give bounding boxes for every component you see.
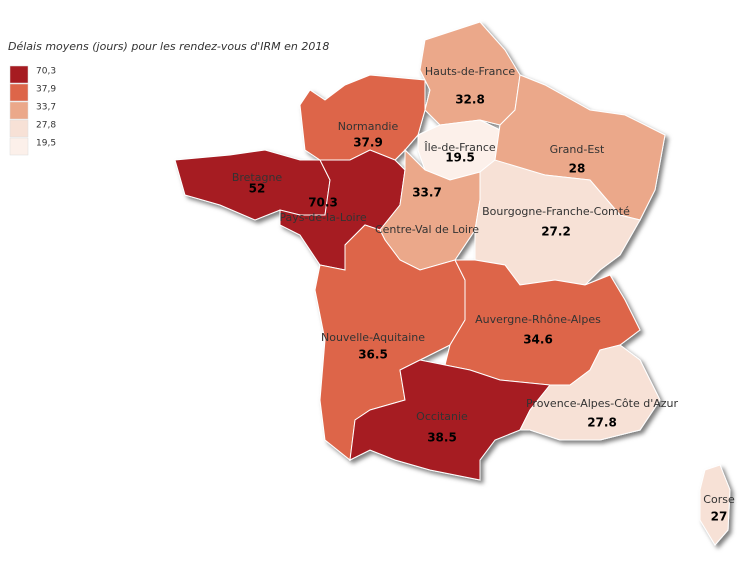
region-name: Bretagne — [232, 171, 283, 184]
region — [699, 464, 731, 546]
legend-label: 37,9 — [36, 85, 56, 95]
region-value: 27 — [711, 510, 728, 524]
region-name: Centre-Val de Loire — [375, 223, 479, 236]
region-value: 32.8 — [455, 93, 485, 107]
region-value: 28 — [569, 162, 586, 176]
region — [349, 359, 551, 481]
legend-swatch — [9, 65, 29, 84]
regions — [174, 21, 731, 546]
region-value: 19.5 — [445, 151, 475, 165]
region-name: Île-de-France — [423, 141, 496, 154]
legend-label: 33,7 — [36, 103, 56, 113]
region-value: 37.9 — [353, 136, 383, 150]
region-name: Occitanie — [416, 410, 468, 423]
legend-swatch — [9, 119, 29, 138]
region-value: 27.2 — [541, 225, 571, 239]
region-value: 36.5 — [358, 348, 388, 362]
region — [474, 159, 641, 286]
labels: Hauts-de-France 32.8 Normandie 37.9 Île-de-F… — [232, 65, 735, 524]
region-name: Corse — [703, 493, 735, 506]
region-name: Normandie — [338, 120, 399, 133]
region-value: 38.5 — [427, 431, 457, 445]
region-name: Provence-Alpes-Côte d'Azur — [526, 397, 679, 410]
region-name: Hauts-de-France — [425, 65, 516, 78]
legend-swatch — [9, 101, 29, 120]
region-value: 27.8 — [587, 416, 617, 430]
legend-swatch — [9, 137, 29, 156]
region — [519, 344, 661, 441]
legend-swatch — [9, 83, 29, 102]
region-value: 34.6 — [523, 333, 553, 347]
region-value: 70.3 — [308, 196, 338, 210]
region-name: Auvergne-Rhône-Alpes — [475, 313, 601, 326]
region — [419, 21, 521, 126]
legend: 70,3 37,9 33,7 27,8 19,5 — [9, 65, 56, 156]
map-title: Délais moyens (jours) pour les rendez-vo… — [8, 40, 329, 53]
legend-label: 70,3 — [36, 67, 56, 77]
region-value: 33.7 — [412, 186, 442, 200]
legend-label: 27,8 — [36, 121, 56, 131]
region-value: 52 — [249, 182, 266, 196]
legend-label: 19,5 — [36, 139, 56, 149]
region-name: Pays-de-la-Loire — [279, 211, 367, 224]
region-name: Grand-Est — [550, 143, 605, 156]
region-name: Bourgogne-Franche-Comté — [482, 205, 630, 218]
region-name: Nouvelle-Aquitaine — [321, 331, 425, 344]
